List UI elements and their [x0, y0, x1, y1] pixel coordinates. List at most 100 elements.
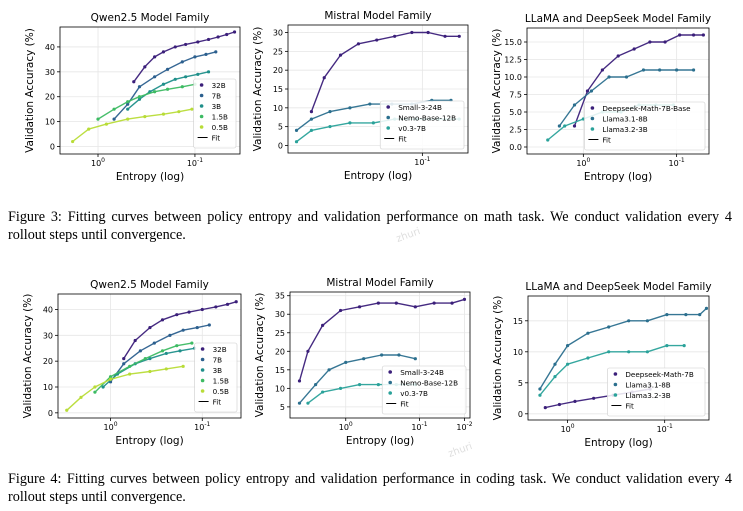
y-tick-label: 25: [275, 329, 285, 338]
fit-curve-small-3-24b: [310, 31, 460, 112]
data-point-llama3-1-8b: [572, 103, 577, 107]
data-point-0-5b: [65, 408, 69, 412]
y-axis-label: Validation Accuracy (%): [24, 28, 36, 153]
legend-label: v0.3-7B: [398, 124, 426, 133]
legend-label: Deepseek-Math-7B: [625, 370, 693, 379]
data-point-llama3-1-8b: [607, 75, 611, 79]
legend: Deepseek-Math-7B-Base Llama3.1-8BLlama3.2…: [584, 101, 706, 151]
data-point-1-5b: [143, 356, 147, 361]
y-tick-label: 20: [45, 93, 55, 102]
figure-3-caption: Figure 3: Fitting curves between policy …: [8, 208, 732, 244]
data-point-llama3-1-8b: [645, 319, 649, 323]
data-point-0-5b: [108, 377, 113, 381]
data-point-0-5b: [79, 395, 83, 399]
legend-marker: [613, 382, 618, 387]
data-point-1-5b: [137, 95, 142, 99]
data-point-0-5b: [143, 115, 147, 119]
fit-curve-0-5b: [66, 365, 184, 411]
data-point-llama3-2-3b: [553, 375, 557, 379]
data-point-small-3-24b: [321, 323, 325, 327]
data-point-7b: [138, 349, 142, 353]
y-tick-label: 30: [275, 310, 285, 319]
data-point-small-3-24b: [410, 30, 414, 35]
data-point-7b: [126, 102, 130, 106]
x-axis-label: Entropy (log): [344, 170, 412, 182]
data-point-v0-3-7b: [306, 401, 310, 405]
legend-marker: [200, 347, 205, 351]
legend-label: 0.5B: [212, 123, 228, 132]
y-tick-label: 40: [43, 306, 53, 315]
data-point-llama3-1-8b: [684, 313, 688, 317]
fit-curve-7b: [109, 324, 210, 383]
data-point-1-5b: [128, 364, 132, 368]
y-tick-label: 20: [43, 357, 53, 366]
chart-title: LLaMA and DeepSeek Model Family: [525, 13, 711, 25]
y-tick-label: 20: [275, 347, 285, 356]
legend-label: 7B: [213, 356, 223, 365]
data-point-0-5b: [93, 385, 97, 389]
data-point-32b: [214, 305, 218, 309]
data-point-llama3-1-8b: [589, 89, 594, 93]
data-point-32b: [160, 318, 165, 322]
legend-label: 3B: [212, 102, 222, 111]
data-point-3b: [206, 70, 211, 74]
data-point-3b: [126, 107, 130, 111]
data-point-small-3-24b: [306, 349, 310, 353]
data-point-32b: [173, 45, 177, 49]
data-point-7b: [112, 117, 116, 121]
legend-fit-label: Fit: [212, 134, 221, 143]
y-tick-label: 7.5: [509, 91, 522, 100]
data-point-0-5b: [128, 372, 132, 376]
data-point-32b: [133, 338, 137, 343]
data-point-llama3-2-3b: [665, 344, 669, 348]
data-point-3b: [184, 75, 188, 79]
data-point-32b: [148, 325, 152, 330]
data-point-v0-3-7b: [348, 121, 352, 125]
data-point-7b: [193, 55, 197, 59]
y-tick-label: 0: [48, 409, 53, 418]
data-point-small-3-24b: [394, 301, 398, 305]
data-point-deepseek-math-7b-base: [701, 33, 705, 37]
data-point-32b: [184, 42, 188, 47]
data-point-small-3-24b: [338, 53, 343, 57]
data-point-llama3-1-8b: [565, 344, 570, 348]
legend-label: 1.5B: [213, 377, 229, 386]
data-point-small-3-24b: [413, 305, 417, 309]
data-point-0-5b: [161, 112, 166, 116]
y-axis-label: Validation Accuracy (%): [492, 296, 504, 421]
fit-curve-32b: [133, 31, 235, 83]
data-point-llama3-1-8b: [675, 68, 679, 72]
data-point-3b: [178, 349, 182, 353]
data-point-v0-3-7b: [371, 121, 375, 125]
data-point-0-5b: [190, 107, 194, 111]
legend-label: v0.3-7B: [400, 389, 428, 398]
data-point-nemo-base-12b: [413, 357, 417, 361]
legend-marker: [388, 391, 393, 395]
fit-curve-1-5b: [97, 83, 196, 120]
data-point-32b: [216, 35, 220, 39]
data-point-32b: [206, 37, 211, 42]
x-axis-label: Entropy (log): [116, 171, 184, 183]
y-tick-label: 2.5: [509, 126, 522, 135]
chart-f4c: LLaMA and DeepSeek Model Family 0 5 10 15 100…: [492, 281, 712, 449]
legend-box: [194, 342, 238, 413]
data-point-7b: [165, 67, 170, 71]
plot-frame: [526, 27, 710, 155]
data-point-7b: [122, 362, 126, 366]
data-point-32b: [225, 32, 229, 37]
data-point-0-5b: [177, 110, 181, 114]
data-point-v0-3-7b: [321, 390, 325, 394]
data-point-llama3-1-8b: [704, 306, 709, 310]
plot-frame: [289, 291, 471, 419]
data-point-llama3-2-3b: [538, 393, 542, 397]
data-point-3b: [101, 385, 105, 389]
data-point-32b: [143, 65, 147, 69]
y-tick-label: 30: [45, 68, 55, 77]
y-tick-label: 10.0: [504, 73, 522, 82]
fit-curve-32b: [123, 301, 237, 359]
chart-f3b: Mistral Model Family 0 5 10 15 20 25 30 10-1Entr…: [252, 10, 469, 182]
